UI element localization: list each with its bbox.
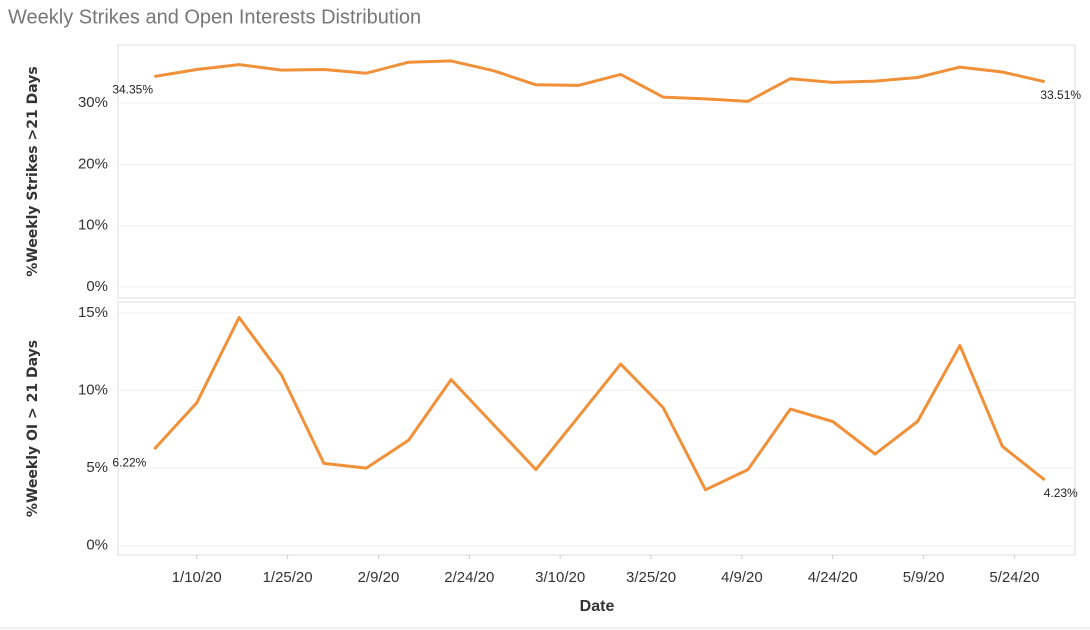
chart-title: Weekly Strikes and Open Interests Distri… [8,6,421,28]
y-tick-label: 5% [86,459,108,476]
y-tick-label: 10% [78,217,108,234]
y-axis-label: %Weekly OI > 21 Days [25,340,41,517]
x-tick-label: 1/10/20 [172,569,222,586]
x-tick-label: 1/25/20 [263,569,313,586]
y-tick-label: 0% [86,537,108,554]
x-tick-label: 4/9/20 [721,569,763,586]
x-axis-label: Date [580,598,615,615]
line [154,59,1046,103]
x-tick-label: 5/9/20 [903,569,945,586]
y-tick-label: 0% [86,278,108,295]
line [153,316,1046,492]
x-tick-label: 3/25/20 [626,569,676,586]
x-tick-label: 5/24/20 [989,569,1039,586]
x-tick-label: 2/9/20 [358,569,400,586]
y-tick-label: 15% [78,304,108,321]
y-tick-label: 10% [78,381,108,398]
panel-frame [117,301,1076,556]
y-axis-label: %Weekly Strikes >21 Days [25,66,41,276]
data-label: 33.51% [1040,88,1081,102]
y-tick-label: 20% [78,155,108,172]
x-tick-label: 2/24/20 [444,569,494,586]
data-label: 34.35% [112,83,153,97]
x-tick-label: 4/24/20 [808,569,858,586]
y-tick-label: 30% [78,94,108,111]
data-label: 6.22% [112,455,146,469]
data-label: 4.23% [1044,486,1078,500]
x-tick-label: 3/10/20 [535,569,585,586]
panel-frame [117,44,1076,299]
